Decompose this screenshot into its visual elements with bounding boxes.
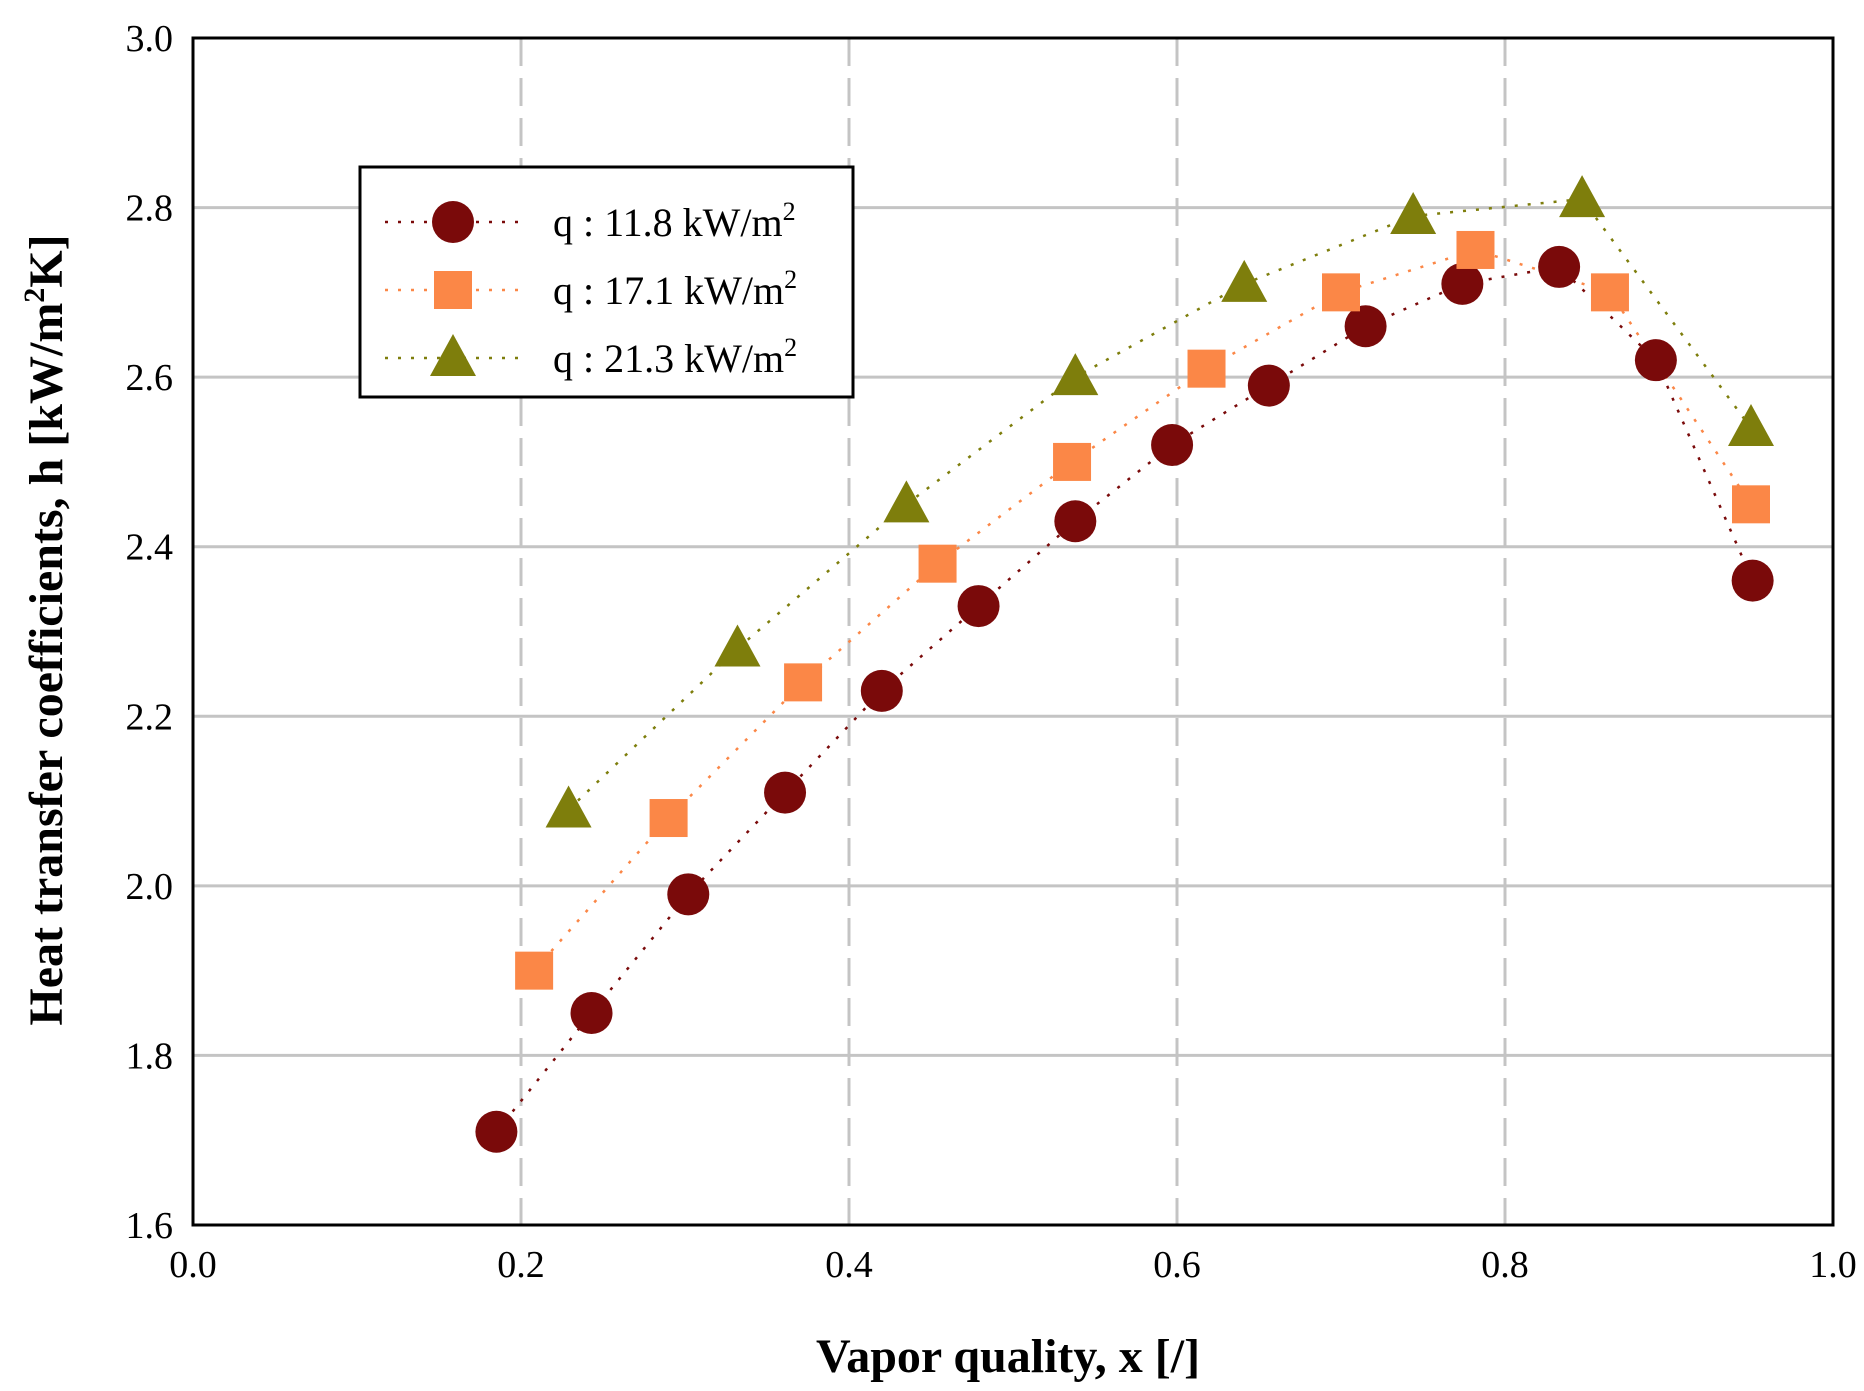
data-point-triangle [1052, 353, 1099, 396]
data-point-square [1053, 442, 1092, 481]
data-point-triangle [714, 624, 761, 667]
data-point-circle [1247, 364, 1290, 407]
data-point-square [1187, 349, 1226, 388]
data-point-triangle [1559, 175, 1606, 218]
y-tick-label: 2.6 [126, 357, 174, 399]
data-point-circle [1538, 245, 1581, 288]
y-tick-label: 2.4 [126, 527, 174, 569]
legend: q : 11.8 kW/m2 q : 17.1 kW/m2 q : 21.3 kW/… [358, 165, 855, 399]
x-axis-title: Vapor quality, x [/] [816, 1330, 1200, 1383]
y-tick-label: 3.0 [126, 18, 174, 60]
data-point-square [1590, 273, 1629, 312]
data-point-circle [475, 1110, 518, 1153]
data-point-triangle [545, 785, 592, 828]
x-tick-label: 1.0 [1809, 1244, 1857, 1286]
series-line-3 [567, 197, 1753, 811]
data-point-triangle [883, 480, 930, 523]
legend-label-2: q : 17.1 kW/m2 [553, 265, 797, 313]
data-point-square [1732, 485, 1770, 524]
data-point-circle [667, 873, 710, 916]
legend-marker-circle [432, 201, 474, 243]
legend-label-1: q : 11.8 kW/m2 [553, 197, 796, 245]
data-point-circle [764, 771, 807, 814]
legend-marker-triangle [430, 334, 476, 376]
data-point-circle [1151, 423, 1194, 466]
y-tick-label: 2.0 [126, 866, 174, 908]
axis-ticks: 0.0 0.2 0.4 0.6 0.8 1.0 1.6 1.8 2.0 2.2 2.4 2.6 2.8 3… [126, 18, 1857, 1286]
data-point-circle [1634, 339, 1677, 382]
series-lines [495, 197, 1754, 1133]
data-point-square [1322, 273, 1360, 312]
x-tick-label: 0.2 [497, 1244, 545, 1286]
data-point-circle [1344, 305, 1387, 348]
y-axis-title: Heat transfer coefficients, h [kW/m2K] [18, 234, 73, 1025]
y-tick-label: 2.8 [126, 188, 174, 230]
data-point-square [918, 544, 957, 583]
legend-marker-square [434, 271, 472, 309]
plot-frame [191, 36, 1835, 1227]
data-markers [475, 175, 1774, 1153]
y-tick-label: 2.2 [126, 696, 174, 738]
data-point-circle [1731, 559, 1774, 602]
x-tick-label: 0.0 [169, 1244, 217, 1286]
data-point-square [1456, 230, 1495, 269]
data-point-triangle [1390, 192, 1437, 235]
data-point-circle [570, 992, 613, 1035]
data-point-circle [957, 585, 1000, 628]
data-point-circle [1054, 500, 1097, 543]
y-tick-label: 1.8 [126, 1035, 174, 1077]
data-point-square [784, 663, 823, 702]
data-point-triangle [1221, 259, 1268, 302]
y-axis-title-end: K] [20, 234, 73, 287]
data-point-circle [860, 669, 903, 712]
x-tick-label: 0.6 [1153, 1244, 1201, 1286]
data-point-triangle [1728, 404, 1774, 447]
y-tick-label: 1.6 [126, 1205, 174, 1247]
x-tick-label: 0.8 [1481, 1244, 1529, 1286]
x-tick-label: 0.4 [825, 1244, 873, 1286]
data-point-circle [1441, 262, 1484, 305]
y-axis-title-main: Heat transfer coefficients, h [kW/m [20, 303, 73, 1026]
data-point-square [515, 951, 554, 990]
y-axis-title-sup: 2 [18, 288, 51, 303]
data-point-square [649, 799, 688, 838]
legend-label-3: q : 21.3 kW/m2 [553, 333, 797, 381]
